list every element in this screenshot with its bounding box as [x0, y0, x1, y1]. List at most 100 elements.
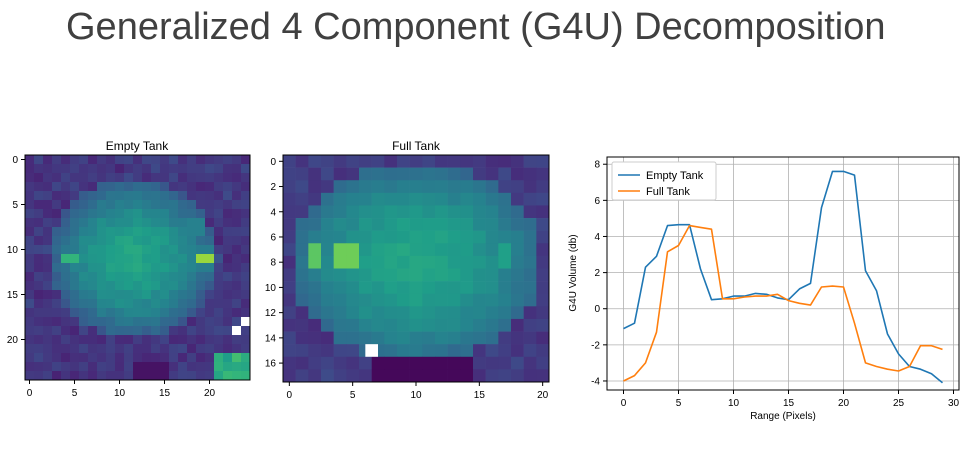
heatmap-cell [169, 326, 179, 336]
heatmap-cell [485, 230, 499, 244]
heatmap-cell [187, 371, 197, 381]
heatmap-cell [498, 180, 512, 194]
heatmap-cell [97, 290, 107, 300]
heatmap-cell [371, 243, 385, 257]
heatmap-cell [142, 209, 152, 219]
heatmap-cell [97, 353, 107, 363]
heatmap-cell [359, 369, 372, 383]
heatmap-cell [473, 268, 486, 282]
heatmap-cell [124, 326, 134, 336]
heatmap-cell [106, 263, 116, 273]
heatmap-cell [214, 236, 224, 246]
heatmap-cell [473, 205, 486, 219]
heatmap-cell [498, 268, 512, 282]
heatmap-cell [536, 155, 550, 168]
heatmap-cell [61, 335, 71, 345]
heatmap-cell [321, 293, 334, 307]
heatmap-cell [536, 318, 550, 332]
heatmap-cell [346, 369, 360, 383]
heatmap-cell [187, 335, 197, 345]
heatmap-cell [536, 281, 550, 295]
heatmap-cell [25, 290, 35, 300]
empty-tank-title: Empty Tank [106, 139, 169, 153]
heatmap-cell [511, 293, 524, 307]
x-tick-label: 15 [159, 388, 171, 399]
heatmap-cell [151, 299, 161, 309]
heatmap-cell [142, 173, 152, 183]
heatmap-cell [359, 293, 372, 307]
heatmap-cell [435, 205, 448, 219]
heatmap-cell [295, 230, 309, 244]
heatmap-cell [43, 164, 53, 174]
heatmap-cell [283, 268, 296, 282]
heatmap-cell [70, 182, 80, 192]
heatmap-cell [25, 173, 35, 183]
heatmap-cell [196, 254, 206, 264]
heatmap-cell [196, 155, 206, 165]
heatmap-cell [106, 308, 116, 318]
heatmap-cell [473, 255, 486, 269]
heatmap-cell [79, 326, 89, 336]
heatmap-cell [196, 200, 206, 210]
heatmap-cell [205, 254, 215, 264]
heatmap-cell [498, 318, 512, 332]
heatmap-cell [435, 331, 448, 345]
heatmap-cell [34, 209, 44, 219]
heatmap-cell [523, 243, 537, 257]
heatmap-cell [25, 344, 35, 354]
heatmap-cell [124, 263, 134, 273]
heatmap-cell [409, 318, 423, 332]
heatmap-cell [447, 268, 461, 282]
heatmap-cell [79, 281, 89, 291]
heatmap-cell [160, 200, 170, 210]
heatmap-cell [223, 281, 233, 291]
heatmap-cell [523, 230, 537, 244]
heatmap-cell [151, 209, 161, 219]
heatmap-cell [187, 200, 197, 210]
heatmap-cell [151, 362, 161, 372]
heatmap-cell [333, 293, 347, 307]
heatmap-cell [473, 192, 486, 206]
heatmap-cell [106, 200, 116, 210]
heatmap-cell [485, 255, 499, 269]
heatmap-cell [115, 227, 125, 237]
heatmap-cell [34, 335, 44, 345]
heatmap-cell [79, 245, 89, 255]
heatmap-cell [151, 326, 161, 336]
heatmap-cell [241, 308, 251, 318]
heatmap-cell [241, 371, 251, 381]
heatmap-cell [422, 255, 436, 269]
heatmap-cell [196, 209, 206, 219]
heatmap-cell [79, 308, 89, 318]
y-tick-label: 0 [12, 155, 18, 166]
heatmap-cell [447, 318, 461, 332]
heatmap-cell [214, 209, 224, 219]
heatmap-cell [205, 362, 215, 372]
heatmap-cell [435, 306, 448, 320]
heatmap-cell [371, 331, 385, 345]
heatmap-cell [97, 272, 107, 282]
heatmap-cell [283, 369, 296, 383]
heatmap-cell [88, 317, 98, 327]
heatmap-cell [133, 371, 143, 381]
heatmap-cell [43, 281, 53, 291]
heatmap-cell [196, 272, 206, 282]
heatmap-cell [52, 200, 62, 210]
heatmap-cell [133, 281, 143, 291]
heatmap-cell [196, 236, 206, 246]
heatmap-cell [241, 218, 251, 228]
heatmap-cell [523, 192, 537, 206]
heatmap-cell [333, 331, 347, 345]
heatmap-cell [205, 245, 215, 255]
heatmap-cell [151, 200, 161, 210]
heatmap-cell [142, 263, 152, 273]
heatmap-cell [61, 308, 71, 318]
heatmap-cell [115, 263, 125, 273]
heatmap-cell [142, 155, 152, 165]
heatmap-cell [435, 369, 448, 383]
heatmap-cell [115, 371, 125, 381]
heatmap-cell [169, 299, 179, 309]
heatmap-cell [460, 155, 474, 168]
heatmap-cell [133, 299, 143, 309]
heatmap-cell [151, 272, 161, 282]
